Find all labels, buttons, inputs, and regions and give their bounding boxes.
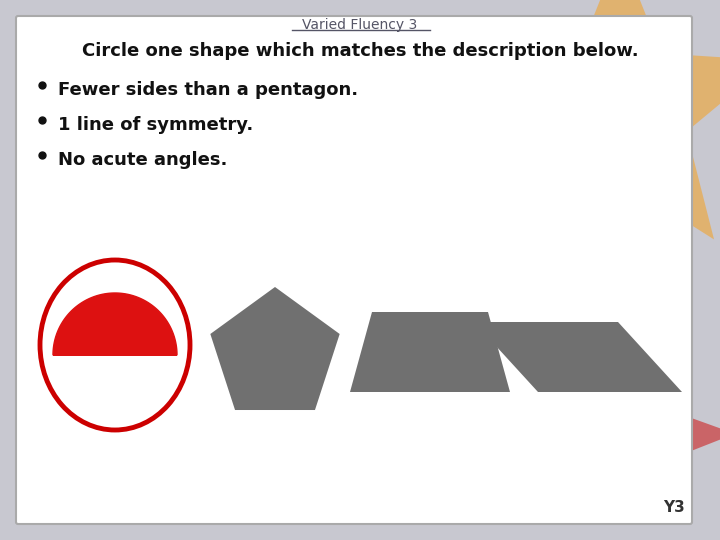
Text: Y3: Y3 (663, 500, 685, 515)
Polygon shape (572, 349, 720, 520)
Text: No acute angles.: No acute angles. (58, 151, 228, 169)
Polygon shape (210, 287, 340, 410)
FancyBboxPatch shape (16, 16, 692, 524)
Polygon shape (350, 312, 510, 392)
Text: Varied Fluency 3: Varied Fluency 3 (302, 18, 418, 32)
Text: Circle one shape which matches the description below.: Circle one shape which matches the descr… (81, 42, 639, 60)
Polygon shape (539, 410, 634, 503)
Polygon shape (474, 322, 682, 392)
Text: 1 line of symmetry.: 1 line of symmetry. (58, 116, 253, 134)
Text: Fewer sides than a pentagon.: Fewer sides than a pentagon. (58, 81, 358, 99)
Polygon shape (53, 293, 177, 355)
Polygon shape (468, 0, 720, 239)
